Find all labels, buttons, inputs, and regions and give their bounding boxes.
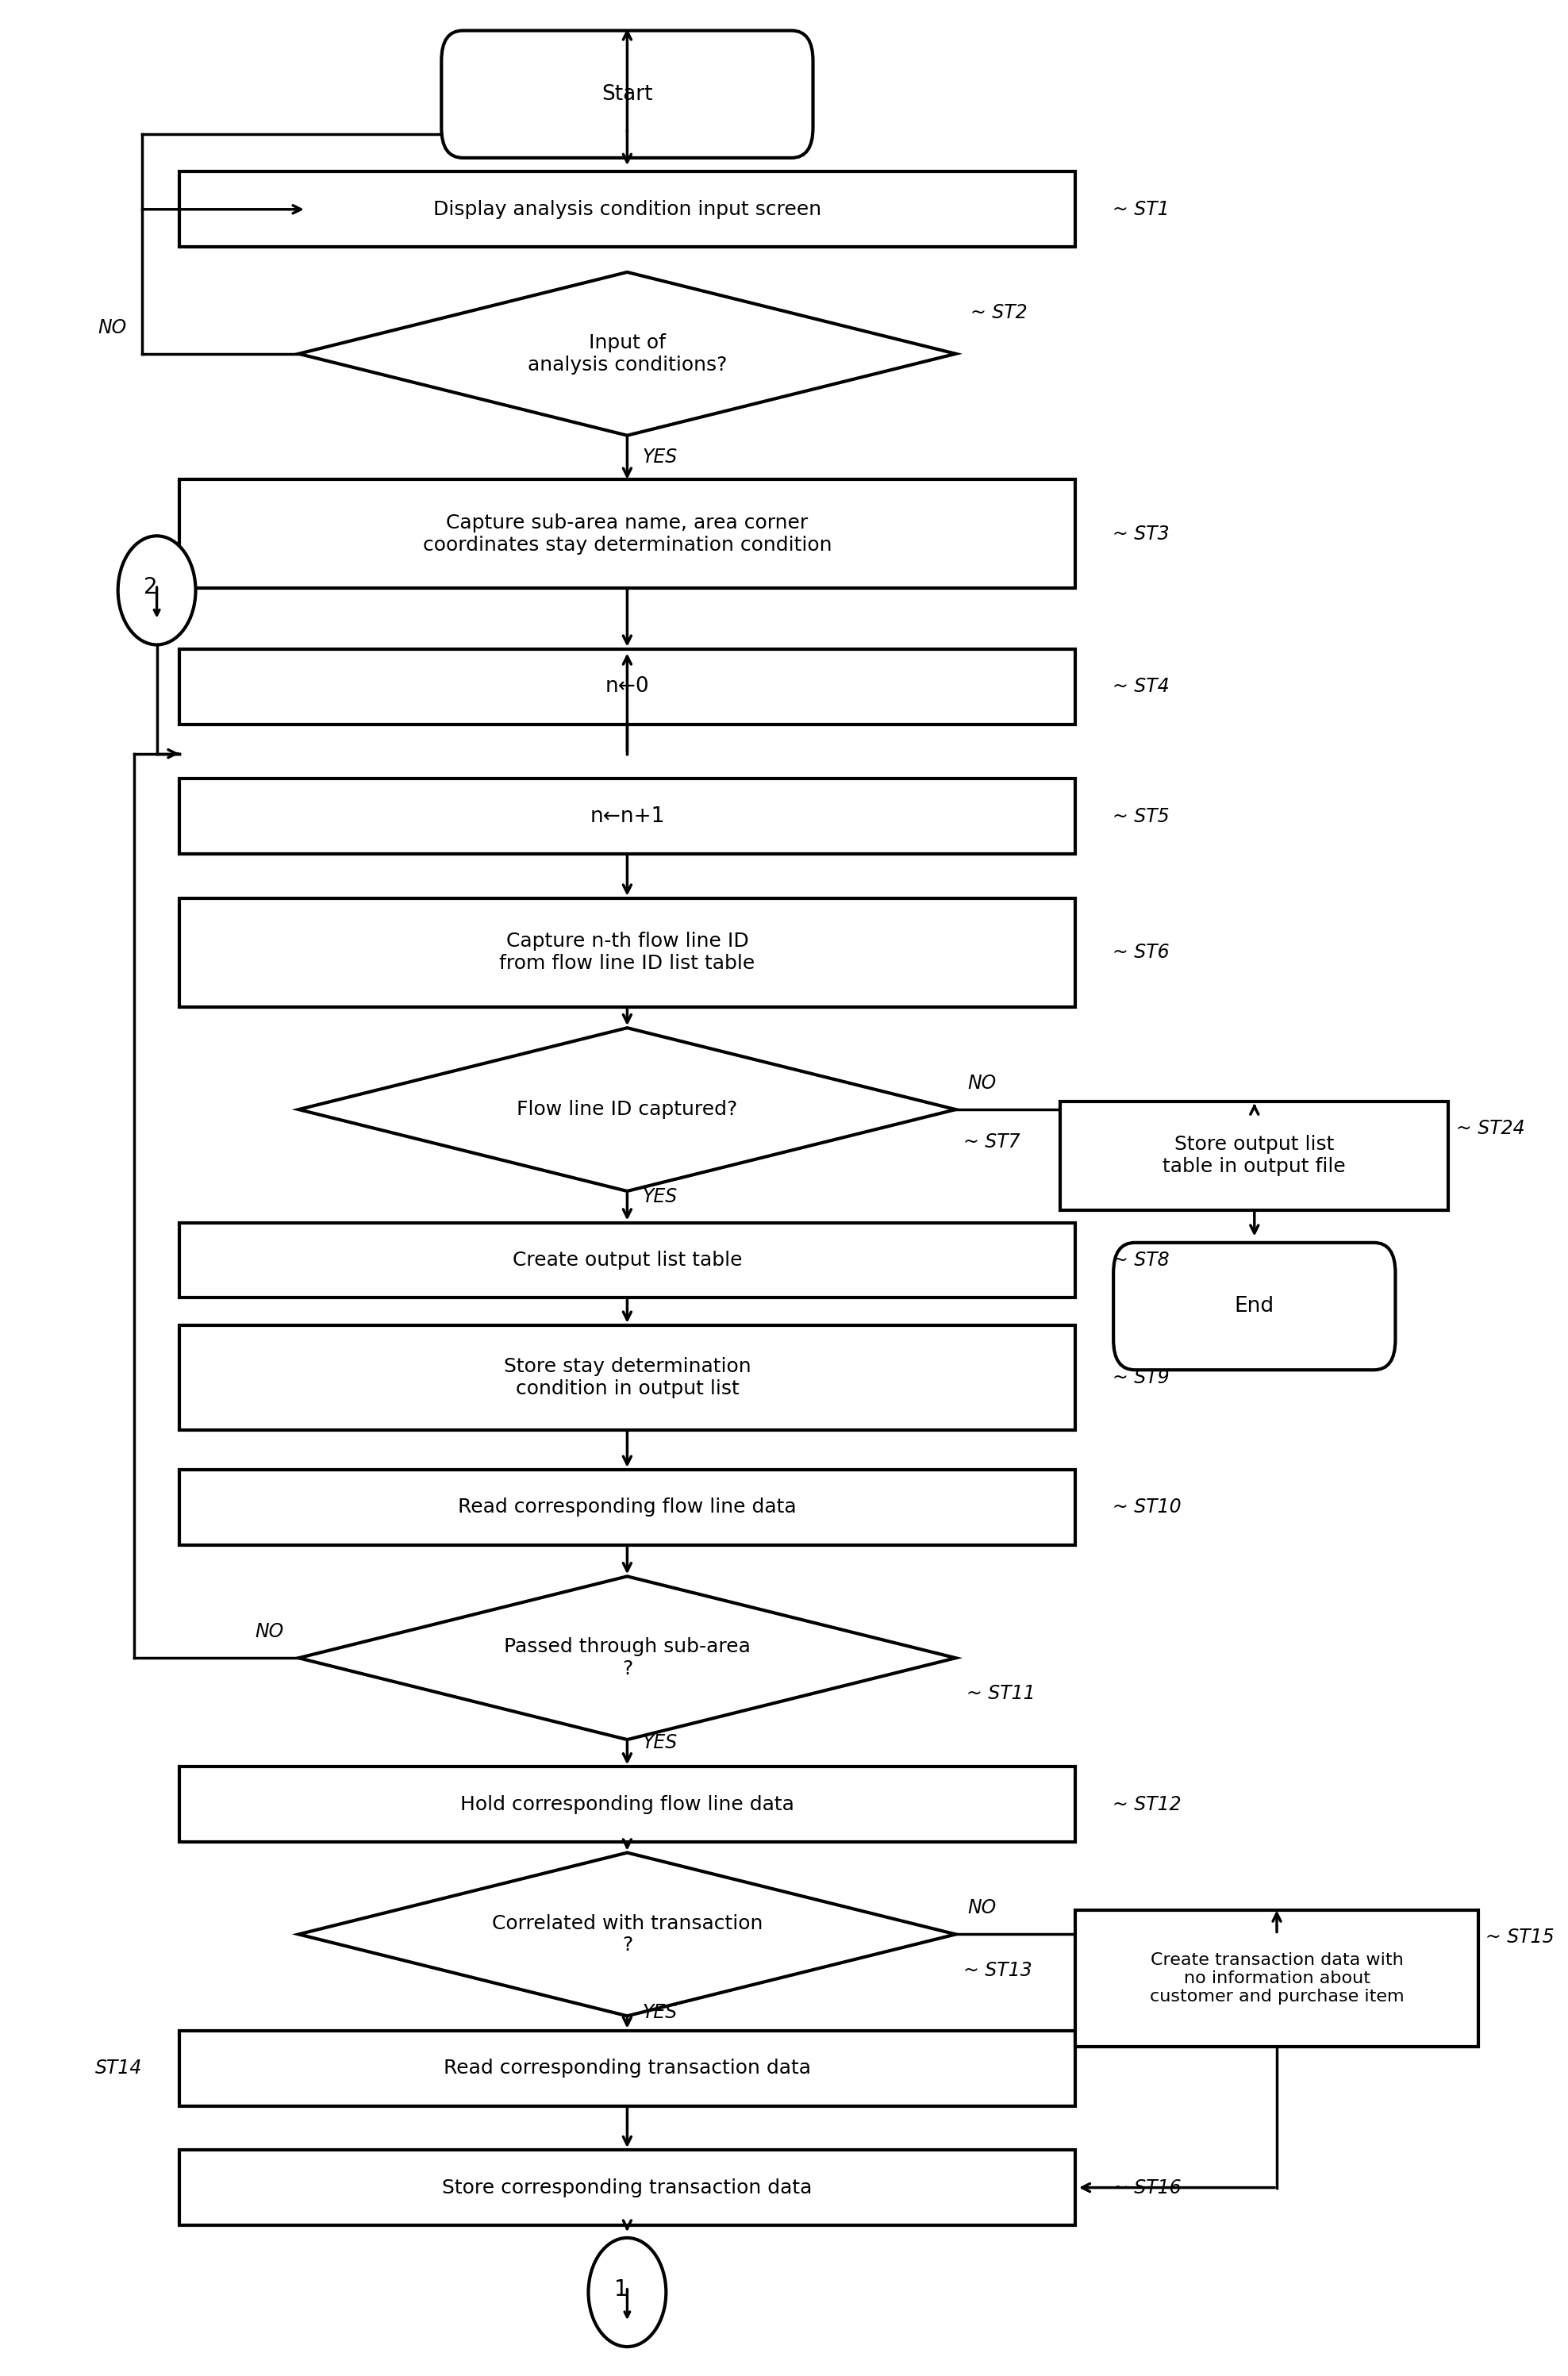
Text: Passed through sub-area
?: Passed through sub-area ? (503, 1637, 751, 1677)
Text: ~ ST2: ~ ST2 (971, 304, 1027, 323)
Text: ~ ST11: ~ ST11 (966, 1685, 1035, 1704)
Text: ~ ST12: ~ ST12 (1113, 1794, 1181, 1813)
Bar (179, 1224, 1076, 1297)
Text: YES: YES (643, 449, 677, 468)
Text: ST14: ST14 (94, 2058, 141, 2077)
Text: Capture sub-area name, area corner
coordinates stay determination condition: Capture sub-area name, area corner coord… (423, 513, 831, 554)
Polygon shape (298, 1575, 956, 1739)
Bar (179, 2031, 1076, 2105)
Bar (179, 779, 1076, 853)
Text: ~ ST10: ~ ST10 (1113, 1497, 1181, 1516)
Text: ~ ST9: ~ ST9 (1113, 1369, 1170, 1388)
Text: 1: 1 (615, 2279, 629, 2300)
Text: ~ ST24: ~ ST24 (1457, 1119, 1524, 1138)
Text: Store stay determination
condition in output list: Store stay determination condition in ou… (503, 1357, 751, 1397)
Polygon shape (298, 273, 956, 435)
Bar (179, 1471, 1076, 1544)
Text: YES: YES (643, 1188, 677, 1207)
Text: n←0: n←0 (605, 677, 649, 696)
Bar (179, 480, 1076, 589)
Text: NO: NO (967, 1898, 996, 1917)
Text: ~ ST6: ~ ST6 (1113, 943, 1170, 962)
Bar (179, 898, 1076, 1007)
Text: 2: 2 (144, 577, 158, 599)
Text: YES: YES (643, 1732, 677, 1751)
Polygon shape (298, 1853, 956, 2015)
Text: Capture n-th flow line ID
from flow line ID list table: Capture n-th flow line ID from flow line… (499, 931, 756, 974)
Text: NO: NO (967, 1074, 996, 1093)
Text: Store output list
table in output file: Store output list table in output file (1163, 1136, 1345, 1176)
Text: Read corresponding flow line data: Read corresponding flow line data (458, 1497, 797, 1516)
Bar (179, 1768, 1076, 1841)
Text: YES: YES (643, 2003, 677, 2022)
Text: Create output list table: Create output list table (513, 1250, 742, 1269)
Text: End: End (1234, 1295, 1275, 1316)
Text: n←n+1: n←n+1 (590, 805, 665, 827)
Text: NO: NO (256, 1623, 284, 1642)
Bar (179, 2150, 1076, 2226)
Text: ~ ST1: ~ ST1 (1113, 200, 1170, 219)
Text: ~ ST16: ~ ST16 (1113, 2179, 1181, 2198)
Text: ~ ST4: ~ ST4 (1113, 677, 1170, 696)
Text: Read corresponding transaction data: Read corresponding transaction data (444, 2058, 811, 2077)
Text: ~ ST3: ~ ST3 (1113, 525, 1170, 544)
Bar (179, 1326, 1076, 1430)
Text: Start: Start (602, 83, 652, 105)
FancyBboxPatch shape (442, 31, 812, 157)
Circle shape (118, 537, 196, 644)
FancyBboxPatch shape (1113, 1243, 1396, 1371)
Text: Input of
analysis conditions?: Input of analysis conditions? (527, 333, 728, 375)
Text: Create transaction data with
no information about
customer and purchase item: Create transaction data with no informat… (1149, 1953, 1403, 2005)
Text: Hold corresponding flow line data: Hold corresponding flow line data (461, 1794, 793, 1813)
Text: ~ ST8: ~ ST8 (1113, 1250, 1170, 1269)
Text: Correlated with transaction
?: Correlated with transaction ? (492, 1913, 762, 1955)
Text: ~ ST13: ~ ST13 (963, 1960, 1032, 1979)
Text: ~ ST15: ~ ST15 (1486, 1927, 1554, 1946)
Text: Store corresponding transaction data: Store corresponding transaction data (442, 2179, 812, 2198)
Polygon shape (298, 1029, 956, 1190)
Bar (1076, 1910, 1479, 2046)
Text: ~ ST7: ~ ST7 (963, 1133, 1021, 1152)
Circle shape (588, 2238, 666, 2347)
Text: Flow line ID captured?: Flow line ID captured? (517, 1100, 737, 1119)
Text: Display analysis condition input screen: Display analysis condition input screen (433, 200, 822, 219)
Text: ~ ST5: ~ ST5 (1113, 808, 1170, 827)
Bar (179, 649, 1076, 725)
Bar (1060, 1100, 1449, 1209)
Bar (179, 171, 1076, 247)
Text: NO: NO (99, 318, 127, 337)
